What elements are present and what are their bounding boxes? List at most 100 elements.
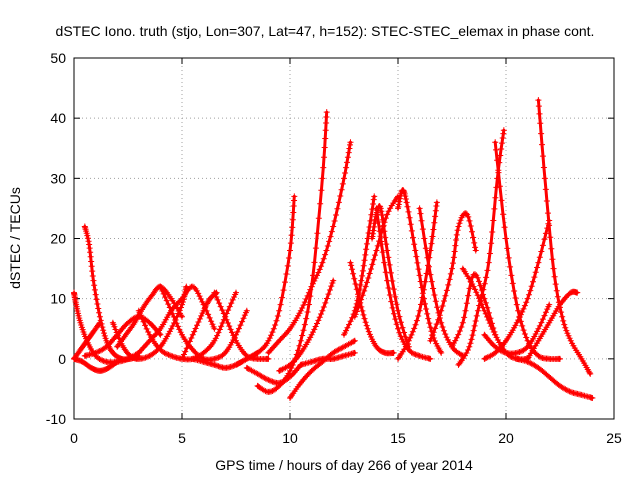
data-point — [228, 329, 235, 336]
data-point — [415, 266, 422, 273]
series-24 — [369, 203, 412, 350]
data-point — [547, 234, 554, 241]
data-point — [464, 347, 471, 354]
data-point — [406, 214, 413, 221]
data-point — [431, 292, 438, 299]
data-point — [361, 257, 368, 264]
data-point — [334, 347, 341, 354]
data-point — [405, 337, 412, 344]
data-point — [567, 388, 574, 395]
data-point — [85, 238, 92, 245]
data-point — [535, 259, 542, 266]
data-point — [363, 279, 370, 286]
data-point — [366, 331, 373, 338]
data-point — [165, 351, 172, 358]
data-point — [531, 333, 538, 340]
data-point — [217, 303, 224, 310]
data-point — [318, 311, 325, 318]
data-point — [469, 332, 476, 339]
data-point — [411, 325, 418, 332]
data-point — [368, 265, 374, 272]
data-point — [381, 259, 388, 266]
data-point — [416, 307, 423, 314]
data-point — [411, 350, 418, 357]
data-point — [243, 355, 250, 362]
data-point — [93, 296, 100, 303]
data-point — [380, 222, 387, 229]
data-point — [500, 348, 507, 355]
data-point — [517, 311, 524, 318]
data-point — [174, 323, 181, 330]
data-point — [508, 272, 515, 279]
data-point — [318, 263, 325, 270]
data-point — [534, 328, 541, 335]
data-point — [407, 334, 414, 341]
data-point — [442, 331, 449, 338]
data-point — [434, 304, 441, 311]
data-point — [392, 316, 399, 323]
data-point — [432, 207, 439, 214]
data-point — [376, 228, 383, 235]
data-point — [240, 315, 247, 322]
data-point — [471, 271, 478, 278]
data-point — [176, 326, 183, 333]
data-point — [258, 346, 265, 353]
data-point — [142, 354, 149, 361]
data-point — [443, 334, 450, 341]
data-point — [430, 329, 437, 336]
data-point — [266, 377, 273, 384]
data-point — [218, 323, 225, 330]
data-point — [562, 324, 569, 331]
data-point — [98, 320, 105, 327]
data-point — [409, 350, 416, 357]
data-point — [574, 289, 581, 296]
series-line — [515, 357, 594, 400]
data-point — [309, 329, 316, 336]
data-point — [442, 292, 449, 299]
data-point — [152, 332, 158, 339]
data-point — [330, 223, 337, 230]
data-point — [523, 299, 530, 306]
data-point — [196, 293, 203, 300]
data-point — [439, 303, 446, 310]
data-point — [312, 323, 319, 330]
data-point — [320, 164, 327, 171]
data-point — [490, 329, 497, 336]
data-point — [435, 316, 442, 323]
data-point — [476, 278, 482, 285]
data-point — [137, 312, 144, 319]
data-point — [99, 357, 106, 364]
data-point — [472, 247, 479, 254]
data-point — [440, 327, 447, 334]
series-2 — [71, 319, 103, 362]
data-point — [192, 349, 199, 356]
data-point — [494, 157, 501, 164]
data-point — [182, 348, 189, 355]
data-point — [280, 333, 287, 340]
data-point — [461, 314, 468, 321]
data-point — [168, 307, 175, 314]
data-point — [145, 329, 152, 336]
data-point — [261, 374, 268, 381]
data-point — [319, 175, 326, 182]
data-point — [278, 366, 285, 373]
data-point — [191, 348, 198, 355]
series-23 — [351, 193, 401, 320]
data-point — [414, 259, 421, 266]
data-point — [419, 294, 426, 301]
data-point — [437, 348, 444, 355]
data-point — [536, 353, 543, 360]
data-point — [104, 342, 111, 349]
data-point — [453, 231, 460, 238]
data-point — [320, 304, 327, 311]
data-point — [169, 310, 176, 317]
data-point — [136, 309, 143, 316]
data-point — [432, 213, 439, 220]
data-point — [350, 270, 357, 277]
data-point — [399, 324, 406, 331]
data-point — [427, 271, 434, 278]
data-point — [299, 332, 306, 339]
data-point — [92, 349, 99, 356]
data-point — [268, 332, 275, 339]
data-point — [424, 310, 431, 317]
